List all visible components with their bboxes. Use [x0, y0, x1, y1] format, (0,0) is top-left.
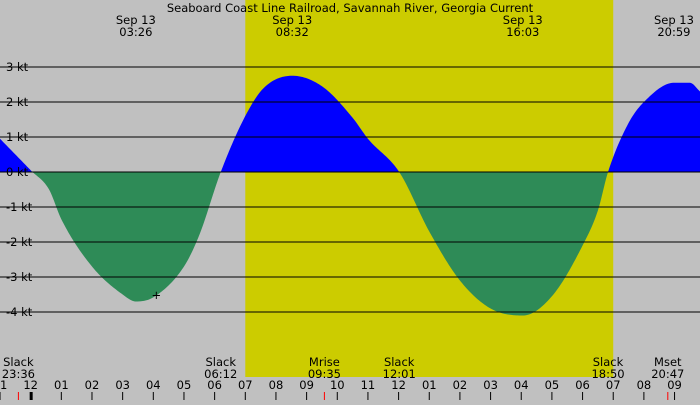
y-tick-label: -1 kt — [6, 200, 33, 214]
hour-tick-label: 01 — [54, 378, 69, 392]
event-label: Slack — [384, 355, 415, 369]
hour-tick-label: 11 — [0, 378, 7, 392]
hour-tick-label: 10 — [330, 378, 345, 392]
hour-tick-label: 05 — [545, 378, 560, 392]
event-label: Slack — [205, 355, 236, 369]
current-area-layer — [0, 75, 700, 316]
hour-tick-label: 01 — [422, 378, 437, 392]
event-time: 23:36 — [2, 367, 35, 381]
y-tick-label: 2 kt — [6, 95, 29, 109]
hour-tick-label: 12 — [23, 378, 38, 392]
hour-tick-label: 08 — [637, 378, 652, 392]
event-label: Mset — [654, 355, 682, 369]
hour-tick-label: 02 — [453, 378, 468, 392]
hour-tick-label: 07 — [238, 378, 253, 392]
event-time: 18:50 — [591, 367, 624, 381]
extremum-time-label: 08:32 — [276, 25, 309, 39]
midnight-tick — [29, 392, 33, 400]
event-label: Slack — [593, 355, 624, 369]
y-tick-label: -4 kt — [6, 305, 33, 319]
flood-region-0 — [0, 138, 33, 172]
hour-tick-label: 04 — [146, 378, 161, 392]
hour-tick-label: 05 — [177, 378, 192, 392]
hour-tick-label: 04 — [514, 378, 529, 392]
hour-tick-label: 02 — [85, 378, 100, 392]
extremum-time-label: 20:59 — [657, 25, 690, 39]
extremum-date-label: Sep 13 — [503, 13, 543, 27]
ebb-region-3 — [399, 172, 609, 316]
event-time: 09:35 — [308, 367, 341, 381]
extremum-date-label: Sep 13 — [116, 13, 156, 27]
event-label: Slack — [3, 355, 34, 369]
flood-region-4 — [608, 82, 700, 172]
hour-tick-label: 06 — [207, 378, 222, 392]
event-time: 20:47 — [651, 367, 684, 381]
y-tick-label: -3 kt — [6, 270, 33, 284]
y-tick-label: -2 kt — [6, 235, 33, 249]
hour-tick-label: 07 — [606, 378, 621, 392]
hour-tick-label: 12 — [391, 378, 406, 392]
extremum-time-label: 03:26 — [119, 25, 152, 39]
extremum-time-label: 16:03 — [506, 25, 539, 39]
flood-region-2 — [220, 75, 400, 172]
chart-title: Seaboard Coast Line Railroad, Savannah R… — [167, 1, 534, 15]
hour-tick-label: 08 — [269, 378, 284, 392]
label-layer: Seaboard Coast Line Railroad, Savannah R… — [0, 1, 694, 392]
y-tick-label: 1 kt — [6, 130, 29, 144]
extremum-date-label: Sep 13 — [654, 13, 694, 27]
hour-tick-label: 09 — [299, 378, 314, 392]
ebb-region-1 — [32, 172, 221, 302]
event-label: Mrise — [309, 355, 340, 369]
hour-tick-label: 06 — [575, 378, 590, 392]
hour-tick-label: 11 — [361, 378, 376, 392]
hour-tick-label: 09 — [667, 378, 682, 392]
extremum-date-label: Sep 13 — [272, 13, 312, 27]
hour-tick-label: 03 — [483, 378, 498, 392]
y-tick-label: 0 kt — [6, 165, 29, 179]
cursor-marker: + — [152, 288, 162, 302]
hour-tick-label: 03 — [115, 378, 130, 392]
y-tick-label: 3 kt — [6, 60, 29, 74]
event-time: 06:12 — [204, 367, 237, 381]
event-time: 12:01 — [383, 367, 416, 381]
gridline-layer — [0, 66, 700, 400]
